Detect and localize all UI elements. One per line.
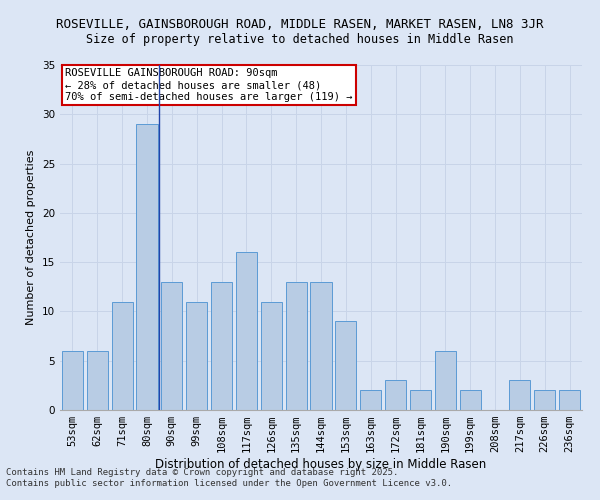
Bar bbox=[261, 302, 282, 410]
Bar bbox=[286, 282, 307, 410]
Bar bbox=[136, 124, 158, 410]
Text: ROSEVILLE, GAINSBOROUGH ROAD, MIDDLE RASEN, MARKET RASEN, LN8 3JR: ROSEVILLE, GAINSBOROUGH ROAD, MIDDLE RAS… bbox=[56, 18, 544, 30]
Text: ROSEVILLE GAINSBOROUGH ROAD: 90sqm
← 28% of detached houses are smaller (48)
70%: ROSEVILLE GAINSBOROUGH ROAD: 90sqm ← 28%… bbox=[65, 68, 353, 102]
Bar bbox=[385, 380, 406, 410]
Bar bbox=[310, 282, 332, 410]
Bar bbox=[112, 302, 133, 410]
Bar bbox=[534, 390, 555, 410]
Bar bbox=[410, 390, 431, 410]
Bar bbox=[87, 351, 108, 410]
Bar bbox=[161, 282, 182, 410]
Bar bbox=[335, 322, 356, 410]
Bar bbox=[509, 380, 530, 410]
Text: Size of property relative to detached houses in Middle Rasen: Size of property relative to detached ho… bbox=[86, 32, 514, 46]
Bar bbox=[186, 302, 207, 410]
Bar bbox=[211, 282, 232, 410]
X-axis label: Distribution of detached houses by size in Middle Rasen: Distribution of detached houses by size … bbox=[155, 458, 487, 471]
Bar bbox=[236, 252, 257, 410]
Bar bbox=[559, 390, 580, 410]
Text: Contains HM Land Registry data © Crown copyright and database right 2025.
Contai: Contains HM Land Registry data © Crown c… bbox=[6, 468, 452, 487]
Bar bbox=[360, 390, 381, 410]
Bar bbox=[435, 351, 456, 410]
Bar bbox=[62, 351, 83, 410]
Y-axis label: Number of detached properties: Number of detached properties bbox=[26, 150, 37, 325]
Bar bbox=[460, 390, 481, 410]
